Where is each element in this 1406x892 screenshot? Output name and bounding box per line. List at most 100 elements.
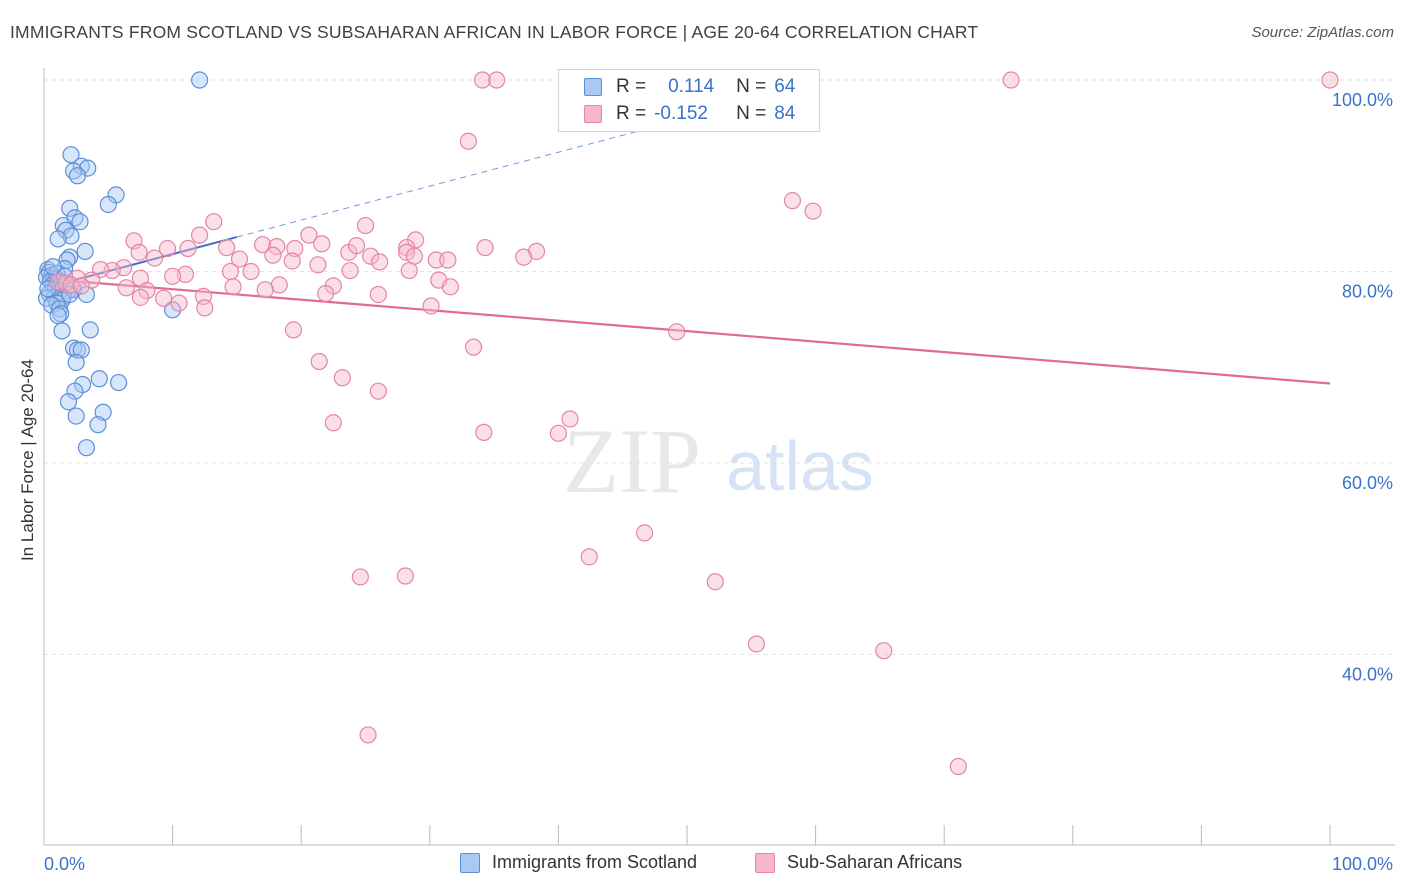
scotland-point <box>89 416 107 434</box>
scotland-point <box>76 242 94 260</box>
source-note: Source: ZipAtlas.com <box>1251 24 1394 41</box>
subsaharan-point <box>875 642 893 660</box>
legend-label-scotland: Immigrants from Scotland <box>492 852 698 872</box>
subsaharan-point <box>475 423 493 441</box>
scotland-point <box>53 322 71 340</box>
subsaharan-point <box>317 284 335 303</box>
subsaharan-point <box>549 424 568 442</box>
scotland-point <box>59 393 78 411</box>
subsaharan-point <box>362 247 380 265</box>
scotland-point <box>109 373 128 392</box>
scotland-point <box>71 213 89 231</box>
chart-title: IMMIGRANTS FROM SCOTLAND VS SUBSAHARAN A… <box>10 22 979 42</box>
legend-label-subsaharan: Sub-Saharan Africans <box>787 852 963 872</box>
scotland-point <box>62 146 80 164</box>
y-tick-label: 100.0% <box>1332 90 1393 110</box>
subsaharan-point <box>356 216 375 235</box>
subsaharan-point <box>205 213 223 231</box>
legend-row-subsaharan: R = -0.152 N = 84 <box>584 101 795 127</box>
subsaharan-point <box>668 323 686 341</box>
scotland-point <box>62 227 80 245</box>
subsaharan-point <box>309 256 327 274</box>
series-scotland-points <box>37 71 209 457</box>
subsaharan-point <box>130 243 148 261</box>
legend-r-value: 0.114 <box>668 76 715 97</box>
subsaharan-point <box>138 282 156 300</box>
scotland-point <box>81 321 99 339</box>
scotland-point <box>77 439 96 457</box>
subsaharan-point <box>371 253 389 271</box>
legend-row-scotland: R = 0.114 N = 64 <box>584 74 795 100</box>
y-tick-label: 40.0% <box>1342 665 1393 685</box>
subsaharan-point <box>264 246 282 264</box>
subsaharan-point <box>341 261 359 280</box>
stats-legend: R = 0.114 N = 64 R = -0.152 N = 84 <box>558 69 820 132</box>
subsaharan-point <box>324 414 342 432</box>
subsaharan-point <box>300 226 318 244</box>
subsaharan-point <box>1321 71 1339 89</box>
y-tick-label: 60.0% <box>1342 473 1393 493</box>
scotland-point <box>90 370 108 388</box>
subsaharan-point <box>747 635 766 653</box>
scotland-point <box>68 341 87 359</box>
legend-swatch-pink <box>584 105 602 123</box>
trend-lines <box>48 117 1331 385</box>
subsaharan-point <box>158 239 177 258</box>
scotland-point <box>52 305 70 323</box>
subsaharan-point <box>488 71 506 89</box>
legend-r-label: R = <box>616 103 647 124</box>
bottom-legend-scotland: Immigrants from Scotland <box>460 852 697 873</box>
subsaharan-point <box>369 382 387 400</box>
subsaharan-point <box>333 369 351 387</box>
x-tick-label: 0.0% <box>44 854 85 874</box>
scotland-point <box>66 382 84 400</box>
subsaharan-point <box>72 277 90 295</box>
subsaharan-point <box>804 202 822 220</box>
subsaharan-point <box>313 235 331 253</box>
subsaharan-point <box>515 248 533 266</box>
watermark: ZIP atlas <box>563 410 874 512</box>
subsaharan-point <box>580 548 598 566</box>
gridlines <box>44 79 1395 655</box>
subsaharan-point <box>405 247 423 265</box>
subsaharan-point <box>464 338 483 356</box>
subsaharan-point <box>1002 71 1020 89</box>
subsaharan-point <box>473 71 492 89</box>
legend-n-label: N = <box>736 76 767 97</box>
subsaharan-point <box>268 238 286 256</box>
subsaharan-point <box>398 243 416 261</box>
subsaharan-point <box>224 278 242 296</box>
subsaharan-point <box>359 726 377 744</box>
subsaharan-point <box>145 249 164 267</box>
subsaharan-point <box>949 757 967 776</box>
legend-swatch-pink <box>755 852 775 873</box>
watermark-atlas: atlas <box>726 427 874 505</box>
subsaharan-point <box>256 281 274 299</box>
subsaharan-point <box>179 239 197 258</box>
y-tick-label: 80.0% <box>1342 282 1393 302</box>
subsaharan-point <box>635 524 654 542</box>
subsaharan-point <box>441 278 459 296</box>
subsaharan-point <box>283 252 301 270</box>
trend-line-scotland-extension <box>236 117 688 238</box>
subsaharan-point <box>154 289 173 307</box>
subsaharan-point <box>351 568 369 586</box>
subsaharan-point <box>347 237 366 255</box>
subsaharan-point <box>561 410 579 428</box>
subsaharan-point <box>191 226 209 244</box>
scotland-point <box>99 195 117 214</box>
subsaharan-point <box>706 573 724 591</box>
subsaharan-point <box>164 267 182 285</box>
scotland-point <box>43 296 61 314</box>
subsaharan-point <box>422 297 440 315</box>
legend-n-value: 84 <box>774 103 796 124</box>
scotland-point <box>55 267 74 285</box>
legend-n-label: N = <box>736 103 767 124</box>
scotland-point <box>44 258 62 276</box>
subsaharan-point <box>117 279 135 297</box>
subsaharan-point <box>459 132 477 150</box>
subsaharan-point <box>170 294 188 312</box>
legend-r-label: R = <box>616 76 647 97</box>
tick-labels: 40.0% 60.0% 80.0% 100.0% 0.0% 100.0% <box>44 90 1393 874</box>
